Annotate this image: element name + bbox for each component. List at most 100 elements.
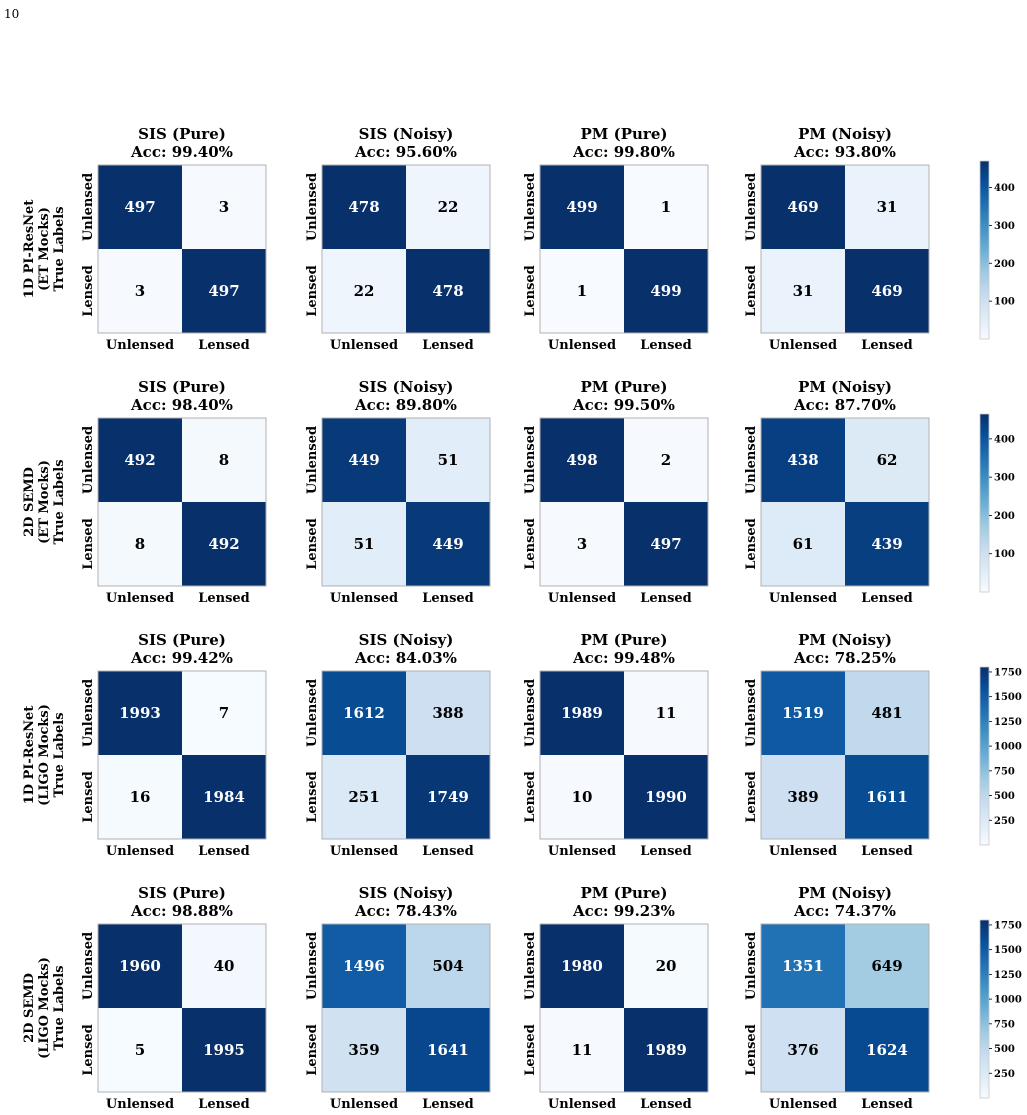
panel-frame xyxy=(539,417,709,587)
cell-value: 251 xyxy=(348,788,379,806)
cell-value: 498 xyxy=(566,451,597,469)
confusion-matrix-panel: PM (Pure)Acc: 99.48% 1989 11 10 1990 Unlensed… xyxy=(523,631,709,859)
cell-value: 61 xyxy=(793,535,814,553)
x-tick-label: Unlensed xyxy=(548,338,616,353)
matrix-cell xyxy=(182,924,266,1008)
cell-value: 1611 xyxy=(866,788,908,806)
cell-value: 40 xyxy=(214,957,235,975)
cell-value: 1960 xyxy=(119,957,161,975)
row-label-line: (LIGO Mocks) xyxy=(37,704,52,806)
matrix-cell xyxy=(624,418,708,502)
matrix-cell xyxy=(540,502,624,586)
cell-value: 388 xyxy=(432,704,463,722)
cell-value: 51 xyxy=(438,451,459,469)
x-tick-label: Lensed xyxy=(640,338,692,353)
panel-accuracy: Acc: 84.03% xyxy=(354,649,457,667)
confusion-matrix-panel: PM (Noisy)Acc: 93.80% 469 31 31 469 Unlensed L… xyxy=(744,125,930,353)
matrix-cell xyxy=(406,165,490,249)
confusion-matrix-panel: SIS (Noisy)Acc: 84.03% 1612 388 251 1749 Unle… xyxy=(305,631,491,859)
matrix-cell xyxy=(98,755,182,839)
panel-accuracy: Acc: 99.80% xyxy=(572,143,675,161)
row-label-line: 2D SEMD xyxy=(22,467,37,537)
y-tick-label: Unlensed xyxy=(81,426,96,494)
confusion-matrix-panel: SIS (Pure)Acc: 99.42% 1993 7 16 1984 Unlensed… xyxy=(81,631,267,859)
panel-frame xyxy=(97,417,267,587)
panel-accuracy: Acc: 99.50% xyxy=(572,396,675,414)
cell-value: 478 xyxy=(432,282,463,300)
y-tick-label: Unlensed xyxy=(523,426,538,494)
panel-accuracy: Acc: 99.40% xyxy=(130,143,233,161)
colorbar-tick-label: 300 xyxy=(994,473,1015,484)
panel-accuracy: Acc: 98.40% xyxy=(130,396,233,414)
x-tick-label: Lensed xyxy=(861,844,913,859)
row-label: 2D SEMD(LIGO Mocks)True Labels xyxy=(22,957,67,1059)
x-tick-label: Unlensed xyxy=(330,844,398,859)
colorbar-tick-label: 250 xyxy=(994,816,1015,827)
matrix-cell xyxy=(845,755,929,839)
cell-value: 8 xyxy=(219,451,229,469)
row-label-line: True Labels xyxy=(52,459,67,544)
panel-title: PM (Pure) xyxy=(581,631,668,649)
row-label-line: 1D PI-ResNet xyxy=(22,200,37,299)
matrix-cell xyxy=(406,502,490,586)
cell-value: 478 xyxy=(348,198,379,216)
matrix-cell xyxy=(98,502,182,586)
matrix-cell xyxy=(624,502,708,586)
cell-value: 1989 xyxy=(645,1041,687,1059)
matrix-cell xyxy=(540,924,624,1008)
matrix-cell xyxy=(761,924,845,1008)
y-tick-label: Lensed xyxy=(523,265,538,317)
colorbar: 100 200 300 400 xyxy=(979,160,1015,340)
matrix-cell xyxy=(322,924,406,1008)
panel-title: PM (Noisy) xyxy=(798,125,892,143)
panel-frame xyxy=(321,670,491,840)
confusion-matrix-panel: SIS (Pure)Acc: 98.88% 1960 40 5 1995 Unlensed… xyxy=(81,884,267,1112)
confusion-matrix-panel: PM (Noisy)Acc: 78.25% 1519 481 389 1611 Unlen… xyxy=(744,631,930,859)
y-tick-label: Unlensed xyxy=(305,426,320,494)
x-tick-label: Unlensed xyxy=(548,591,616,606)
confusion-matrix-panel: SIS (Noisy)Acc: 95.60% 478 22 22 478 Unlensed… xyxy=(305,125,491,353)
x-tick-label: Lensed xyxy=(198,338,250,353)
page-number: 10 xyxy=(4,7,19,21)
matrix-cell xyxy=(98,165,182,249)
y-tick-label: Lensed xyxy=(81,518,96,570)
y-tick-label: Lensed xyxy=(81,1024,96,1076)
row-label-line: True Labels xyxy=(52,965,67,1050)
x-tick-label: Lensed xyxy=(861,591,913,606)
colorbar-tick-label: 1250 xyxy=(994,717,1022,728)
colorbar-gradient xyxy=(979,413,990,593)
row-label: 1D PI-ResNet(LIGO Mocks)True Labels xyxy=(22,704,67,806)
confusion-matrix-panel: PM (Noisy)Acc: 74.37% 1351 649 376 1624 Unlen… xyxy=(744,884,930,1112)
colorbar-tick-label: 250 xyxy=(994,1069,1015,1080)
cell-value: 3 xyxy=(135,282,145,300)
cell-value: 22 xyxy=(438,198,459,216)
matrix-cell xyxy=(540,755,624,839)
colorbar-tick-label: 300 xyxy=(994,221,1015,232)
matrix-cell xyxy=(98,671,182,755)
heatmap-row-1: 1D PI-ResNet(ET Mocks)True Labels SIS (Pu… xyxy=(22,125,1015,353)
cell-value: 1351 xyxy=(782,957,824,975)
matrix-cell xyxy=(98,249,182,333)
confusion-matrix-panel: SIS (Pure)Acc: 98.40% 492 8 8 492 Unlensed Len… xyxy=(81,378,267,606)
x-tick-label: Lensed xyxy=(422,1097,474,1112)
cell-value: 1980 xyxy=(561,957,603,975)
y-tick-label: Lensed xyxy=(744,1024,759,1076)
matrix-cell xyxy=(845,671,929,755)
panel-frame xyxy=(760,923,930,1093)
matrix-cell xyxy=(182,671,266,755)
matrix-cell xyxy=(322,165,406,249)
row-label-line: 2D SEMD xyxy=(22,973,37,1043)
y-tick-label: Unlensed xyxy=(523,173,538,241)
matrix-cell xyxy=(406,671,490,755)
panel-title: PM (Pure) xyxy=(581,378,668,396)
colorbar-tick-label: 1500 xyxy=(994,692,1022,703)
matrix-cell xyxy=(322,249,406,333)
y-tick-label: Unlensed xyxy=(523,679,538,747)
x-tick-label: Unlensed xyxy=(769,1097,837,1112)
cell-value: 3 xyxy=(577,535,587,553)
cell-value: 1641 xyxy=(427,1041,469,1059)
colorbar-tick-label: 400 xyxy=(994,183,1015,194)
y-tick-label: Lensed xyxy=(744,518,759,570)
panel-accuracy: Acc: 78.43% xyxy=(354,902,457,920)
